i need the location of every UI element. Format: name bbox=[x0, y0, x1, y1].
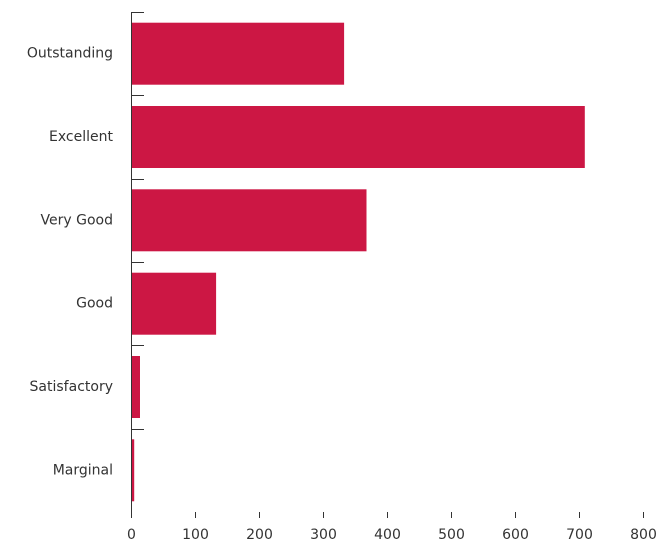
x-tick-label: 200 bbox=[246, 527, 273, 543]
category-label: Good bbox=[76, 296, 113, 312]
x-tick-label: 300 bbox=[310, 527, 337, 543]
bar-outstanding bbox=[132, 22, 345, 85]
category-labels: Outstanding Excellent Very Good Good Satisfa… bbox=[27, 46, 114, 479]
bar-good bbox=[132, 272, 217, 335]
bars bbox=[132, 22, 585, 502]
x-tick-label: 100 bbox=[182, 527, 209, 543]
x-axis bbox=[131, 512, 644, 518]
tick-labels: 0 100 200 300 400 500 600 700 800 bbox=[127, 527, 657, 543]
y-axis bbox=[131, 12, 144, 518]
category-label: Outstanding bbox=[27, 46, 113, 62]
x-tick-label: 800 bbox=[630, 527, 657, 543]
bar-excellent bbox=[132, 106, 585, 168]
x-tick-label: 600 bbox=[502, 527, 529, 543]
bar-marginal bbox=[132, 439, 135, 502]
category-label: Very Good bbox=[41, 212, 113, 228]
category-label: Marginal bbox=[53, 462, 113, 478]
x-tick-label: 400 bbox=[374, 527, 401, 543]
x-tick-label: 0 bbox=[127, 527, 136, 543]
x-tick-label: 500 bbox=[438, 527, 465, 543]
bar-very-good bbox=[132, 189, 367, 252]
bar-satisfactory bbox=[132, 356, 140, 418]
x-tick-label: 700 bbox=[566, 527, 593, 543]
category-label: Excellent bbox=[49, 129, 113, 145]
category-label: Satisfactory bbox=[30, 379, 113, 395]
